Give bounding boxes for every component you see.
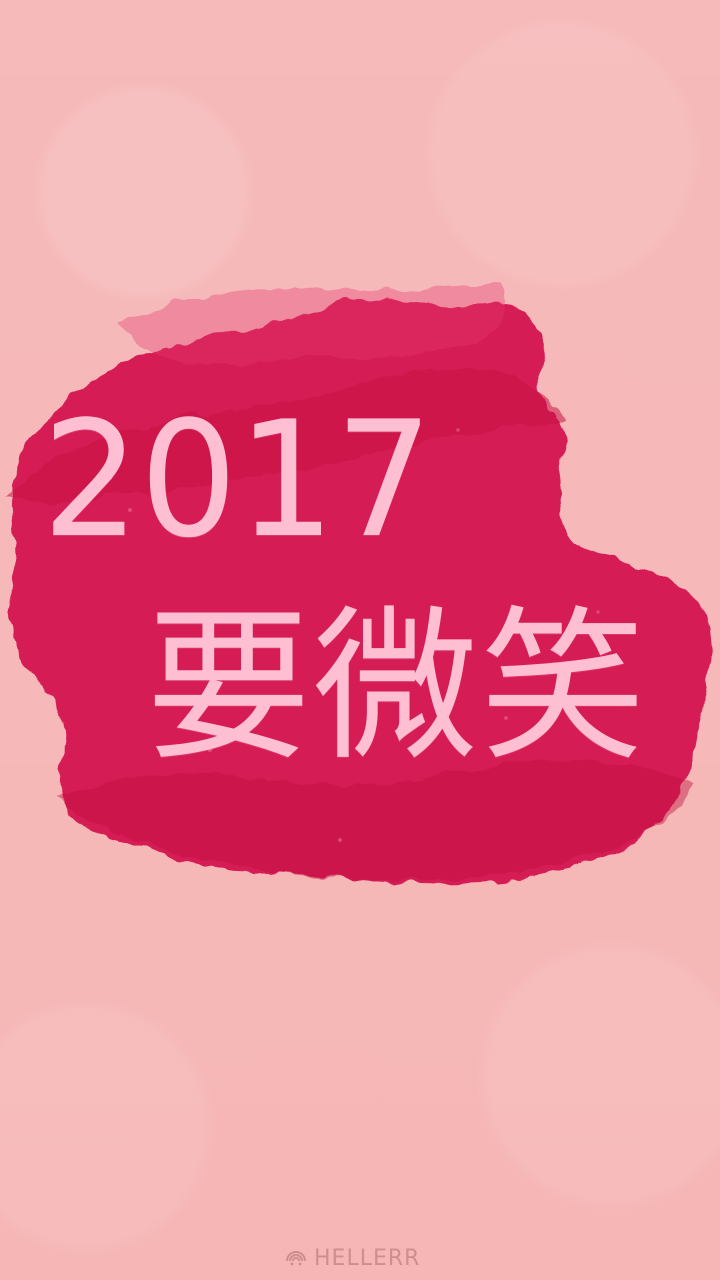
watermark-text: HELLERR bbox=[314, 1245, 421, 1271]
slogan-text: 要微笑 bbox=[146, 591, 647, 783]
rainbow-logo-icon bbox=[284, 1246, 308, 1270]
year-text: 2017 bbox=[42, 386, 433, 573]
paint-stroke-svg bbox=[5, 282, 711, 885]
brand-watermark: HELLERR bbox=[284, 1244, 420, 1272]
paint-stroke-graphic: 2017 要微笑 bbox=[0, 280, 720, 910]
